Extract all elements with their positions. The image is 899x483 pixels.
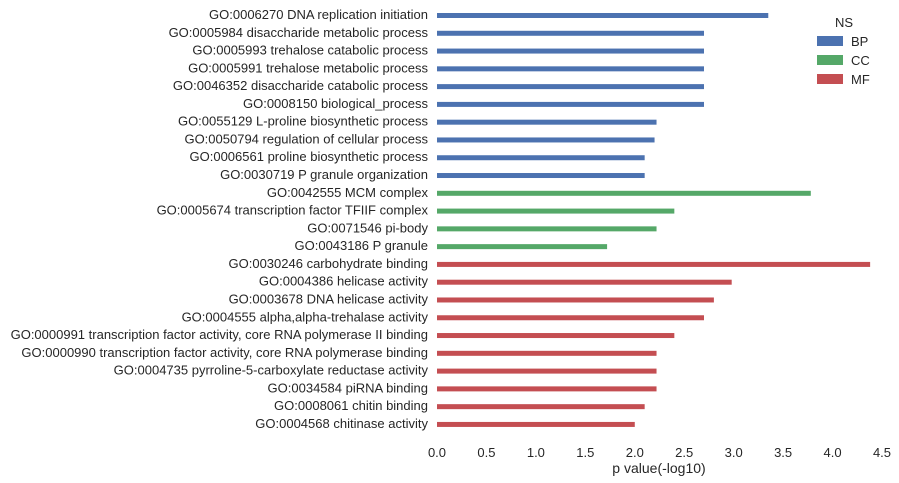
category-label: GO:0006561 proline biosynthetic process: [190, 149, 429, 164]
bar-mf: [437, 315, 704, 321]
legend-items: BP CC MF: [817, 34, 870, 87]
bar-bp: [437, 119, 657, 125]
category-label: GO:0046352 disaccharide catabolic proces…: [173, 78, 429, 93]
legend-swatch-cc: [817, 55, 843, 65]
category-label: GO:0030246 carbohydrate binding: [229, 256, 428, 271]
category-label: GO:0008061 chitin binding: [274, 398, 428, 413]
category-label: GO:0004555 alpha,alpha-trehalase activit…: [182, 309, 429, 324]
bar-bp: [437, 155, 645, 161]
bar-bp: [437, 30, 704, 36]
bar-mf: [437, 333, 675, 339]
category-label: GO:0005991 trehalose metabolic process: [188, 60, 428, 75]
x-tick-label: 3.5: [774, 445, 792, 460]
x-tick-label: 0.0: [428, 445, 446, 460]
category-label: GO:0006270 DNA replication initiation: [209, 7, 428, 22]
x-tick-label: 4.0: [824, 445, 842, 460]
category-labels: GO:0006270 DNA replication initiation GO:…: [11, 7, 429, 431]
legend-label-mf: MF: [851, 72, 870, 87]
legend-title: NS: [835, 15, 853, 30]
bar-mf: [437, 261, 871, 267]
category-label: GO:0005674 transcription factor TFIIF co…: [157, 203, 429, 218]
bar-cc: [437, 226, 657, 232]
category-label: GO:0000990 transcription factor activity…: [21, 345, 428, 360]
bar-bp: [437, 173, 645, 179]
legend-swatch-mf: [817, 74, 843, 84]
bar-bp: [437, 137, 655, 143]
bar-mf: [437, 421, 635, 427]
category-label: GO:0000991 transcription factor activity…: [11, 327, 428, 342]
x-tick-labels: 0.0 0.5 1.0 1.5 2.0 2.5 3.0 3.5 4.0 4.5: [428, 445, 891, 460]
bar-bp: [437, 48, 704, 54]
x-tick-label: 1.5: [576, 445, 594, 460]
category-label: GO:0030719 P granule organization: [220, 167, 428, 182]
bar-bp: [437, 101, 704, 107]
bar-bp: [437, 84, 704, 90]
bar-mf: [437, 386, 657, 392]
legend-swatch-bp: [817, 36, 843, 46]
x-tick-label: 4.5: [873, 445, 891, 460]
x-tick-label: 3.0: [725, 445, 743, 460]
category-label: GO:0071546 pi-body: [307, 220, 428, 235]
category-label: GO:0043186 P granule: [295, 238, 428, 253]
bar-cc: [437, 190, 811, 196]
legend-label-cc: CC: [851, 53, 870, 68]
legend-label-bp: BP: [851, 34, 868, 49]
category-label: GO:0004386 helicase activity: [259, 274, 429, 289]
bar-cc: [437, 208, 675, 214]
bars-group: [437, 13, 871, 427]
category-label: GO:0055129 L-proline biosynthetic proces…: [178, 114, 429, 129]
category-label: GO:0004568 chitinase activity: [255, 416, 428, 431]
x-tick-label: 2.0: [626, 445, 644, 460]
category-label: GO:0004735 pyrroline-5-carboxylate reduc…: [114, 363, 429, 378]
category-label: GO:0034584 piRNA binding: [268, 380, 428, 395]
bar-mf: [437, 404, 645, 410]
bar-mf: [437, 368, 657, 374]
category-label: GO:0005993 trehalose catabolic process: [192, 43, 428, 58]
x-tick-label: 1.0: [527, 445, 545, 460]
x-tick-label: 0.5: [477, 445, 495, 460]
category-label: GO:0050794 regulation of cellular proces…: [184, 131, 428, 146]
bar-mf: [437, 350, 657, 356]
bar-bp: [437, 13, 769, 18]
category-label: GO:0008150 biological_process: [243, 96, 429, 111]
bar-cc: [437, 244, 608, 250]
category-label: GO:0005984 disaccharide metabolic proces…: [169, 25, 429, 40]
bar-mf: [437, 279, 732, 285]
legend: NS BP CC MF: [817, 15, 870, 87]
bar-mf: [437, 297, 714, 303]
category-label: GO:0003678 DNA helicase activity: [229, 291, 429, 306]
x-axis-label: p value(-log10): [612, 460, 705, 476]
category-label: GO:0042555 MCM complex: [267, 185, 429, 200]
bar-bp: [437, 66, 704, 72]
x-tick-label: 2.5: [675, 445, 693, 460]
